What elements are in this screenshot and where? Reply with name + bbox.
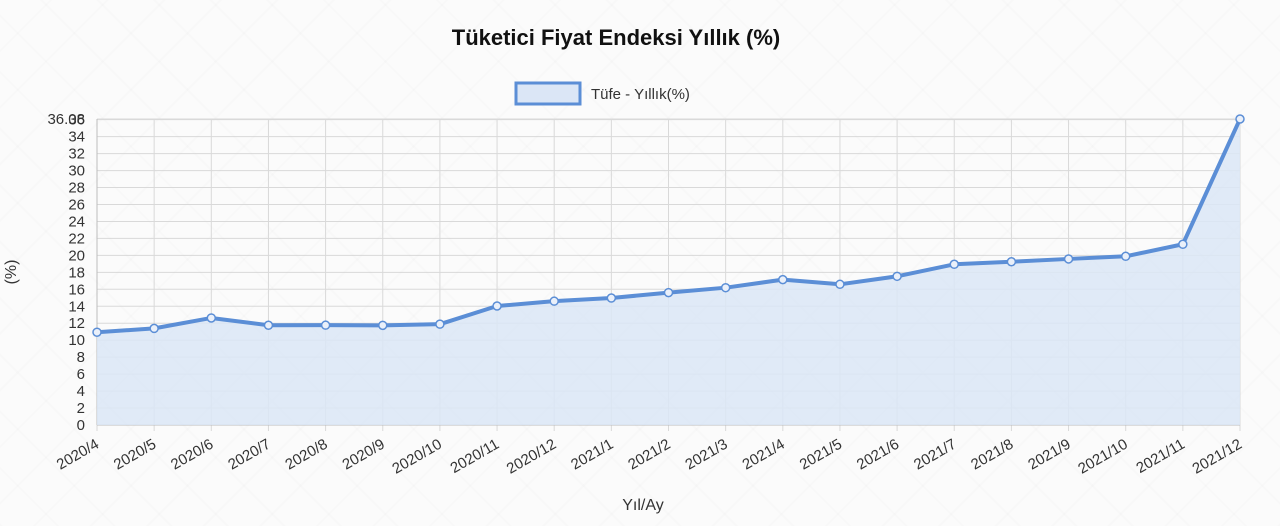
x-tick-label: 2021/7 bbox=[911, 436, 959, 474]
data-point[interactable] bbox=[263, 320, 274, 331]
x-tick-label: 2020/10 bbox=[389, 436, 444, 478]
data-point[interactable] bbox=[320, 320, 331, 330]
data-point[interactable] bbox=[92, 327, 102, 337]
y-tick-label: 6 bbox=[77, 366, 85, 383]
y-tick-label: 12 bbox=[68, 315, 85, 332]
x-tick-label: 2021/3 bbox=[682, 436, 730, 474]
x-tick-label: 2020/6 bbox=[168, 436, 216, 474]
data-point[interactable] bbox=[720, 282, 731, 293]
legend-label: Tüfe - Yıllık(%) bbox=[591, 86, 690, 103]
x-tick-label: 2021/1 bbox=[568, 436, 616, 474]
y-tick-label: 32 bbox=[68, 146, 85, 163]
data-point[interactable] bbox=[435, 319, 445, 329]
y-tick-label: 0 bbox=[77, 417, 85, 434]
data-point[interactable] bbox=[835, 279, 845, 290]
legend[interactable]: Tüfe - Yıllık(%) bbox=[514, 81, 690, 106]
y-tick-label: 18 bbox=[68, 264, 85, 281]
x-tick-label: 2020/9 bbox=[340, 436, 388, 474]
data-point[interactable] bbox=[892, 271, 902, 282]
legend-swatch bbox=[514, 81, 582, 106]
x-tick-label: 2021/4 bbox=[740, 436, 788, 474]
y-tick-label: 14 bbox=[68, 298, 85, 315]
x-tick-label: 2020/5 bbox=[111, 436, 159, 474]
data-point[interactable] bbox=[1178, 239, 1188, 250]
x-tick-label: 2021/2 bbox=[625, 436, 673, 474]
y-tick-label: 22 bbox=[68, 230, 85, 247]
y-axis-label: (%) bbox=[3, 260, 20, 285]
y-tick-label: 26 bbox=[68, 196, 85, 213]
y-tick-label: 36 bbox=[68, 112, 85, 129]
series-area bbox=[97, 119, 1240, 425]
data-point[interactable] bbox=[206, 313, 217, 323]
y-tick-label: 20 bbox=[68, 247, 85, 264]
y-tick-label: 16 bbox=[68, 281, 85, 298]
data-point[interactable] bbox=[663, 287, 674, 298]
x-tick-label: 2021/9 bbox=[1025, 436, 1073, 474]
x-tick-label: 2021/11 bbox=[1133, 436, 1187, 477]
data-point[interactable] bbox=[378, 320, 388, 331]
x-tick-label: 2020/12 bbox=[504, 436, 559, 478]
x-axis-label: Yıl/Ay bbox=[622, 497, 664, 514]
y-tick-label: 10 bbox=[68, 332, 85, 349]
data-point[interactable] bbox=[949, 259, 959, 270]
y-tick-label: 30 bbox=[68, 163, 85, 180]
y-tick-label: 24 bbox=[68, 213, 85, 230]
x-tick-label: 2020/7 bbox=[225, 436, 273, 474]
x-axis-ticks: 2020/4 2020/5 2020/6 2020/7 2020/8 2020/9 2020… bbox=[54, 436, 1245, 478]
x-tick-label: 2020/11 bbox=[448, 436, 502, 477]
chart-title: Tüketici Fiyat Endeksi Yıllık (%) bbox=[452, 25, 780, 50]
x-tick-label: 2021/10 bbox=[1075, 436, 1130, 478]
data-point[interactable] bbox=[1120, 251, 1131, 262]
data-points bbox=[92, 114, 1245, 337]
y-tick-label: 2 bbox=[77, 400, 85, 417]
x-tick-label: 2020/8 bbox=[282, 436, 330, 474]
y-tick-label: 28 bbox=[68, 180, 85, 197]
data-point[interactable] bbox=[1006, 256, 1017, 267]
data-point[interactable] bbox=[549, 296, 559, 306]
data-point[interactable] bbox=[1235, 114, 1245, 124]
y-tick-label: 8 bbox=[77, 349, 85, 366]
y-max-label: 36.08 bbox=[47, 111, 85, 128]
x-tick-label: 2021/5 bbox=[797, 436, 845, 474]
data-point[interactable] bbox=[492, 301, 502, 311]
x-tick-label: 2021/8 bbox=[968, 436, 1016, 474]
data-point[interactable] bbox=[1063, 254, 1074, 264]
x-tick-label: 2021/6 bbox=[854, 436, 902, 474]
x-tick-label: 2020/4 bbox=[54, 436, 102, 474]
data-point[interactable] bbox=[778, 274, 788, 285]
x-tick-label: 2021/12 bbox=[1190, 436, 1245, 478]
y-tick-label: 34 bbox=[68, 129, 85, 146]
data-point[interactable] bbox=[606, 293, 617, 303]
y-tick-label: 4 bbox=[77, 383, 85, 400]
data-point[interactable] bbox=[149, 323, 159, 334]
